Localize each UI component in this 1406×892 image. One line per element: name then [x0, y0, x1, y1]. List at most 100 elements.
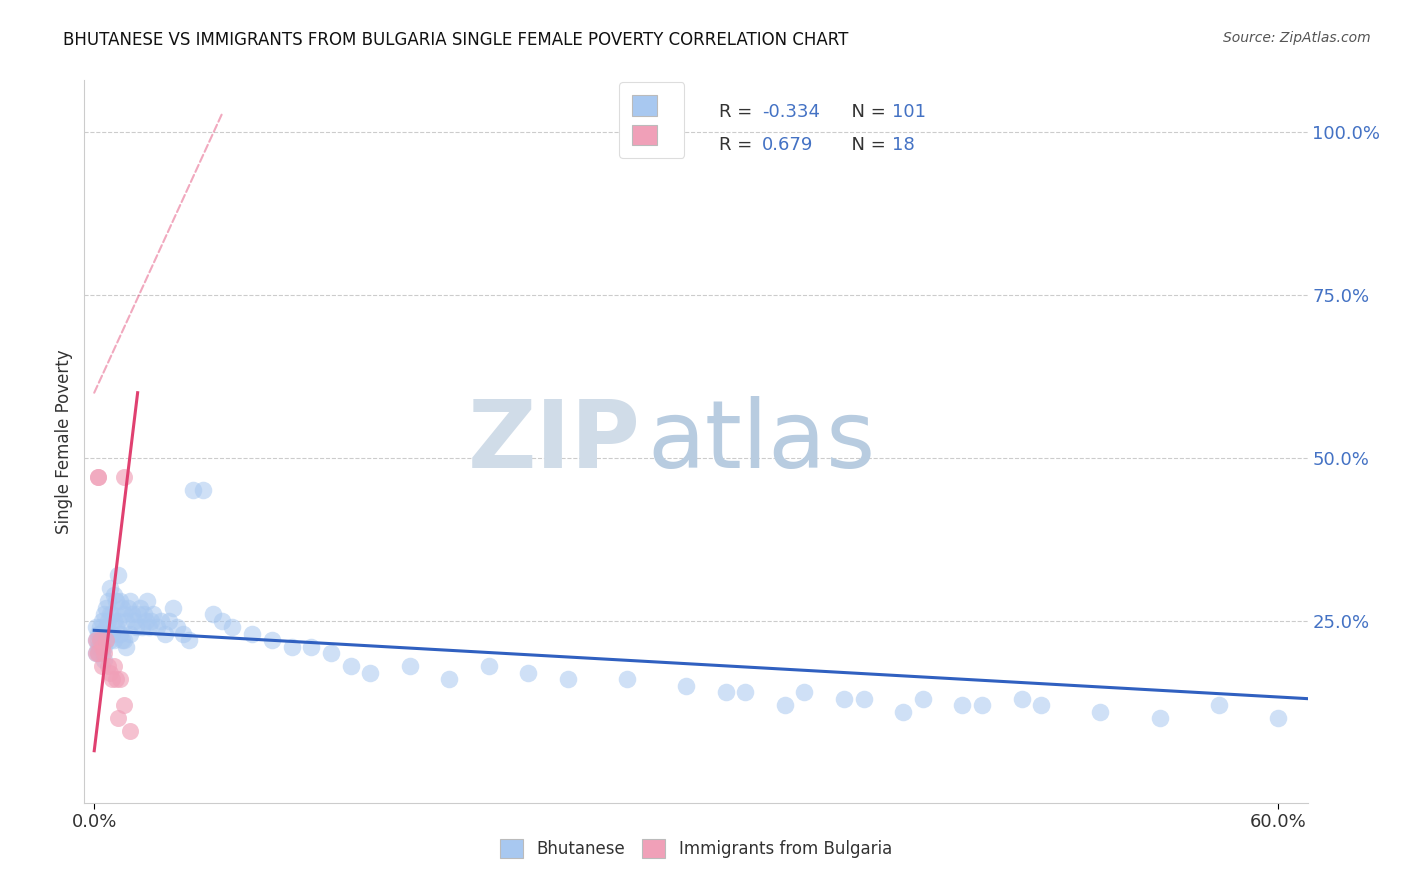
Point	[211, 614, 233, 628]
Point	[114, 640, 136, 654]
Text: Source: ZipAtlas.com: Source: ZipAtlas.com	[1223, 31, 1371, 45]
Point	[84, 646, 107, 660]
Point	[124, 620, 146, 634]
Point	[891, 705, 914, 719]
Point	[93, 626, 115, 640]
Point	[104, 620, 127, 634]
Point	[101, 626, 124, 640]
Point	[150, 614, 173, 628]
Point	[107, 614, 129, 628]
Point	[93, 652, 115, 666]
Point	[616, 672, 638, 686]
Point	[122, 614, 145, 628]
Legend: Bhutanese, Immigrants from Bulgaria: Bhutanese, Immigrants from Bulgaria	[492, 830, 900, 867]
Point	[339, 659, 361, 673]
Point	[98, 607, 121, 621]
Point	[114, 614, 136, 628]
Point	[970, 698, 993, 713]
Point	[97, 659, 120, 673]
Point	[104, 672, 127, 686]
Point	[1090, 705, 1112, 719]
Point	[87, 646, 110, 660]
Point	[911, 691, 934, 706]
Point	[94, 633, 117, 648]
Point	[127, 607, 149, 621]
Point	[1208, 698, 1230, 713]
Point	[97, 626, 120, 640]
Point	[191, 483, 214, 498]
Point	[101, 672, 124, 686]
Point	[172, 626, 194, 640]
Point	[201, 607, 224, 621]
Point	[87, 633, 110, 648]
Point	[1267, 711, 1289, 725]
Point	[89, 620, 111, 634]
Text: 18: 18	[891, 136, 914, 154]
Text: R =: R =	[720, 136, 763, 154]
Text: -0.334: -0.334	[762, 103, 820, 121]
Point	[950, 698, 973, 713]
Text: ZIP: ZIP	[468, 395, 641, 488]
Point	[478, 659, 501, 673]
Point	[142, 607, 165, 621]
Text: BHUTANESE VS IMMIGRANTS FROM BULGARIA SINGLE FEMALE POVERTY CORRELATION CHART: BHUTANESE VS IMMIGRANTS FROM BULGARIA SI…	[63, 31, 849, 49]
Point	[112, 633, 135, 648]
Point	[136, 594, 159, 608]
Point	[131, 620, 153, 634]
Point	[97, 614, 120, 628]
Point	[128, 600, 150, 615]
Point	[1011, 691, 1033, 706]
Point	[280, 640, 302, 654]
Point	[112, 607, 135, 621]
Point	[87, 646, 110, 660]
Point	[97, 594, 120, 608]
Point	[132, 607, 155, 621]
Text: 101: 101	[891, 103, 925, 121]
Point	[98, 633, 121, 648]
Text: atlas: atlas	[647, 395, 876, 488]
Point	[98, 665, 121, 680]
Point	[84, 633, 107, 648]
Point	[439, 672, 461, 686]
Point	[260, 633, 283, 648]
Point	[89, 633, 111, 648]
Point	[240, 626, 263, 640]
Point	[87, 470, 110, 484]
Point	[87, 470, 110, 484]
Point	[773, 698, 796, 713]
Point	[101, 607, 124, 621]
Point	[107, 711, 129, 725]
Point	[319, 646, 342, 660]
Point	[103, 659, 125, 673]
Point	[557, 672, 579, 686]
Point	[1149, 711, 1171, 725]
Point	[104, 594, 127, 608]
Point	[103, 614, 125, 628]
Point	[107, 568, 129, 582]
Point	[162, 600, 184, 615]
Y-axis label: Single Female Poverty: Single Female Poverty	[55, 350, 73, 533]
Text: R =: R =	[720, 103, 758, 121]
Text: N =: N =	[841, 136, 897, 154]
Point	[108, 626, 131, 640]
Point	[221, 620, 243, 634]
Point	[734, 685, 756, 699]
Point	[89, 626, 111, 640]
Point	[91, 646, 114, 660]
Point	[155, 626, 177, 640]
Point	[93, 607, 115, 621]
Point	[118, 724, 141, 739]
Point	[118, 594, 141, 608]
Point	[84, 633, 107, 648]
Point	[517, 665, 540, 680]
Point	[111, 633, 134, 648]
Point	[118, 626, 141, 640]
Text: 0.679: 0.679	[762, 136, 814, 154]
Point	[141, 614, 163, 628]
Point	[112, 698, 135, 713]
Point	[399, 659, 422, 673]
Point	[181, 483, 204, 498]
Point	[135, 614, 157, 628]
Point	[84, 646, 107, 660]
Point	[91, 659, 114, 673]
